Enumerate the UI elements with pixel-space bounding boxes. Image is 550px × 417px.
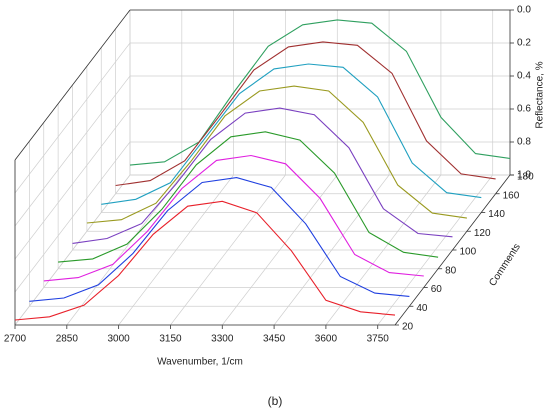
y-tick-label: 0.6 — [517, 104, 531, 115]
z-tick-label: 20 — [402, 322, 414, 333]
y-tick-label: 0.8 — [517, 137, 531, 148]
axis-line — [394, 174, 511, 326]
z-tick-label: 180 — [517, 172, 534, 183]
x-tick-label: 3300 — [211, 334, 234, 345]
z-tick-label: 80 — [445, 265, 457, 276]
x-axis-label: Wavenumber, 1/cm — [157, 357, 243, 368]
x-tick-label: 2850 — [56, 334, 79, 345]
x-tick-label: 2700 — [4, 334, 27, 345]
y-tick-label: 0.0 — [517, 5, 531, 16]
z-tick-label: 100 — [460, 247, 477, 258]
axis-line — [14, 9, 131, 161]
y-tick-label: 0.2 — [517, 38, 531, 49]
x-tick-label: 3450 — [263, 334, 286, 345]
x-tick-label: 3150 — [159, 334, 182, 345]
x-tick-label: 3600 — [315, 334, 338, 345]
z-tick-label: 160 — [503, 190, 520, 201]
spectrum-line — [43, 154, 424, 282]
y-tick-label: 0.4 — [517, 71, 531, 82]
spectrum-line — [58, 131, 439, 263]
spectrum-line — [101, 63, 482, 205]
z-tick-label: 40 — [416, 303, 428, 314]
spectrum-line — [115, 41, 496, 187]
x-tick-label: 3750 — [367, 334, 390, 345]
y-axis-label: Reflectance, % — [535, 61, 546, 128]
z-tick-label: 140 — [488, 209, 505, 220]
y-tick-label: 1.0 — [517, 170, 531, 181]
spectrum-line — [29, 177, 410, 302]
spectrum-line — [129, 19, 511, 166]
spectrum-line — [72, 107, 453, 244]
z-tick-label: 120 — [474, 228, 491, 239]
z-axis-label: Comments — [487, 242, 523, 289]
x-tick-label: 3000 — [108, 334, 131, 345]
z-tick-label: 60 — [431, 284, 443, 295]
caption: (b) — [268, 394, 283, 408]
spectrum-line — [86, 85, 467, 224]
spectrum-line — [14, 200, 396, 321]
